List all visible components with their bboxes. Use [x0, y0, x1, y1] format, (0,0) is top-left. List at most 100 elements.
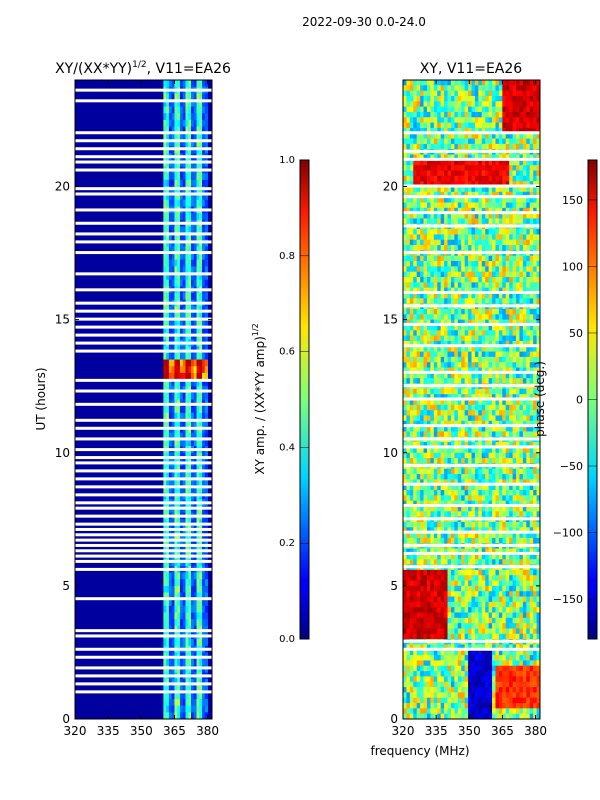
phase-cell [454, 170, 459, 177]
amplitude-cell [188, 312, 192, 321]
amplitude-cell [163, 479, 167, 487]
phase-cell [457, 442, 462, 448]
phase-cell [478, 277, 483, 283]
phase-cell [416, 234, 421, 241]
phase-cell [492, 442, 496, 448]
phase-cell [492, 277, 496, 283]
amplitude-gap [75, 559, 212, 563]
phase-cell [444, 154, 448, 161]
phase-cell [502, 356, 507, 363]
amplitude-cell [179, 119, 184, 127]
phase-cell [519, 165, 524, 171]
amplitude-cell [188, 572, 192, 580]
phase-cell [471, 500, 476, 507]
amplitude-cell [199, 273, 203, 281]
phase-cell [536, 90, 541, 97]
phase-cell [433, 506, 438, 512]
phase-cell [433, 159, 438, 166]
phase-cell [447, 330, 452, 336]
phase-cell [519, 511, 524, 518]
phase-cell [485, 90, 490, 97]
phase-cell [430, 474, 435, 480]
phase-cell [495, 170, 500, 177]
amplitude-cell [174, 692, 178, 700]
phase-cell [409, 133, 414, 139]
phase-cell [416, 372, 421, 379]
amplitude-cell [193, 599, 197, 607]
phase-cell [426, 245, 431, 251]
phase-cell [529, 95, 534, 102]
phase-cell [416, 410, 421, 416]
phase-cell [471, 197, 476, 203]
amplitude-cell [168, 692, 173, 700]
phase-cell [522, 468, 527, 475]
amplitude-cell [199, 412, 203, 420]
phase-cell [433, 293, 438, 299]
amplitude-gap [75, 341, 212, 345]
phase-cell [416, 378, 421, 384]
phase-cell [444, 122, 448, 129]
phase-cell [447, 346, 452, 352]
phase-cell [533, 324, 537, 331]
phase-cell [413, 234, 418, 241]
amplitude-cell [185, 479, 189, 487]
phase-cell [481, 521, 486, 528]
phase-cell [485, 314, 490, 321]
amplitude-cell [191, 179, 195, 187]
phase-cell [430, 234, 435, 241]
phase-cell [512, 90, 517, 97]
amplitude-cell [179, 486, 184, 494]
phase-cell [403, 101, 407, 108]
phase-cell [406, 372, 411, 379]
phase-cell [440, 186, 445, 193]
amplitude-gap [75, 155, 212, 159]
phase-cell [464, 399, 469, 406]
phase-cell [437, 308, 442, 315]
amplitude-cell [182, 119, 186, 127]
phase-cell [519, 367, 524, 374]
phase-cell [413, 282, 418, 289]
phase-cell [461, 495, 466, 502]
phase-cell [536, 484, 541, 491]
phase-cell [468, 324, 472, 331]
amplitude-cell [166, 639, 170, 647]
phase-cell [420, 495, 424, 502]
phase-cell [481, 261, 486, 267]
amplitude-cell [166, 539, 170, 547]
amplitude-cell [191, 273, 195, 281]
phase-cell [457, 495, 462, 502]
phase-cell [420, 191, 424, 198]
phase-cell [516, 388, 520, 395]
phase-cell [464, 165, 469, 171]
phase-cell [437, 90, 442, 97]
phase-cell [454, 479, 459, 486]
phase-cell [468, 266, 472, 273]
phase-cell [440, 266, 445, 273]
phase-cell [444, 479, 448, 486]
phase-cell [509, 420, 513, 427]
phase-cell [474, 218, 479, 225]
phase-cell [505, 85, 510, 92]
amplitude-cell [177, 326, 181, 334]
phase-cell [519, 207, 524, 214]
phase-cell [509, 335, 513, 342]
phase-cell [454, 410, 459, 416]
amplitude-cell [185, 699, 189, 707]
phase-cell [533, 330, 537, 336]
phase-cell [485, 122, 490, 129]
phase-cell [488, 175, 493, 182]
amplitude-cell [196, 319, 200, 327]
phase-cell [406, 186, 411, 193]
phase-cell [406, 319, 411, 326]
phase-cell [495, 271, 500, 278]
phase-cell [471, 399, 476, 406]
phase-cell [485, 319, 490, 326]
phase-cell [502, 255, 507, 262]
amplitude-cell [179, 266, 184, 274]
amplitude-cell [191, 685, 195, 693]
amplitude-cell [193, 639, 197, 647]
phase-cell [474, 442, 479, 448]
phase-cell [481, 80, 486, 86]
phase-cell [423, 351, 428, 358]
phase-cell [447, 213, 452, 219]
